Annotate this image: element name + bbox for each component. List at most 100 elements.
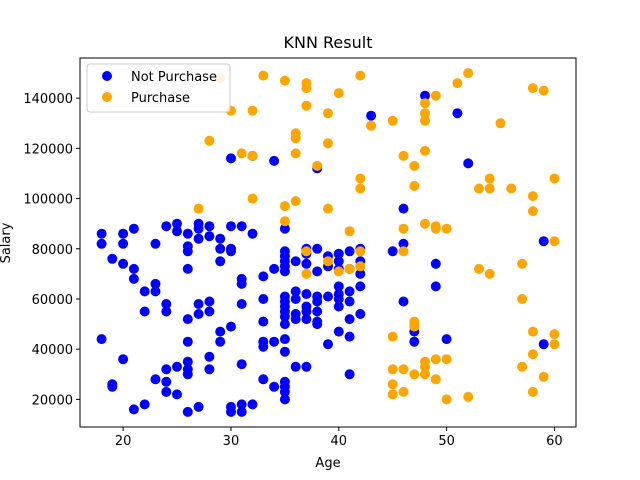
y-tick-label-20000: 20000 [32,393,73,408]
point-not-purchase-27 [172,218,182,229]
point-purchase-70 [463,391,474,402]
x-axis-label: Age [315,456,340,471]
point-not-purchase-63 [226,406,236,417]
point-purchase-79 [517,294,528,304]
point-purchase-76 [495,118,506,129]
point-not-purchase-98 [279,346,290,357]
point-not-purchase-90 [279,266,290,277]
point-purchase-33 [355,246,366,257]
point-purchase-58 [420,361,430,372]
legend: Not Purchase Purchase [86,63,231,113]
point-not-purchase-13 [128,404,139,415]
point-not-purchase-37 [182,356,193,367]
point-not-purchase-132 [333,281,344,292]
point-purchase-88 [538,371,549,382]
plot-area-frame [79,57,577,428]
point-not-purchase-105 [290,294,301,304]
point-not-purchase-96 [279,319,290,330]
point-purchase-67 [441,394,452,405]
point-not-purchase-143 [344,369,355,380]
point-not-purchase-39 [182,369,193,380]
point-not-purchase-1 [96,238,107,249]
point-not-purchase-21 [161,221,172,232]
point-not-purchase-68 [236,299,247,309]
point-purchase-72 [474,263,484,274]
point-not-purchase-129 [333,248,344,259]
point-not-purchase-11 [128,263,139,274]
point-not-purchase-20 [150,374,161,385]
point-not-purchase-122 [312,306,323,317]
point-not-purchase-57 [215,336,226,347]
point-not-purchase-163 [538,339,549,350]
point-not-purchase-142 [344,331,355,342]
point-not-purchase-155 [409,336,420,347]
point-not-purchase-16 [139,399,150,410]
point-not-purchase-29 [172,361,182,372]
point-not-purchase-9 [118,354,129,365]
point-purchase-4 [236,148,247,159]
point-purchase-1 [204,135,215,146]
point-not-purchase-134 [333,294,344,304]
point-not-purchase-153 [398,296,409,307]
x-tick-label-20: 20 [115,434,132,449]
point-not-purchase-49 [204,296,215,307]
y-tick-label-120000: 120000 [23,142,73,157]
point-purchase-27 [333,266,344,277]
point-purchase-14 [290,148,301,159]
point-purchase-21 [312,160,323,171]
point-purchase-46 [409,160,420,171]
point-not-purchase-118 [312,243,323,254]
point-purchase-69 [463,68,474,79]
point-purchase-81 [527,83,538,94]
point-purchase-77 [506,183,517,194]
point-purchase-85 [527,349,538,360]
point-purchase-37 [387,331,398,342]
point-purchase-13 [290,133,301,144]
point-not-purchase-43 [193,233,204,244]
point-purchase-26 [333,88,344,99]
point-not-purchase-119 [312,266,323,277]
point-not-purchase-84 [269,381,280,392]
point-not-purchase-130 [333,256,344,267]
point-purchase-40 [387,389,398,400]
point-not-purchase-156 [420,90,430,101]
point-purchase-25 [323,256,333,267]
point-purchase-53 [420,108,430,119]
point-not-purchase-48 [204,231,215,242]
point-purchase-86 [527,386,538,397]
point-not-purchase-77 [258,316,269,327]
point-not-purchase-64 [226,153,236,164]
point-purchase-90 [549,236,560,247]
y-tick-label-140000: 140000 [23,92,73,107]
point-purchase-68 [452,78,463,89]
point-purchase-64 [430,374,441,385]
point-not-purchase-128 [323,339,333,350]
point-not-purchase-7 [118,238,129,249]
point-not-purchase-5 [107,381,118,392]
point-not-purchase-79 [258,341,269,352]
x-tick-label-60: 60 [546,434,563,449]
point-not-purchase-127 [323,291,333,302]
point-not-purchase-46 [193,401,204,412]
point-purchase-84 [527,326,538,337]
point-not-purchase-56 [215,326,226,337]
point-purchase-65 [441,223,452,234]
point-not-purchase-160 [452,108,463,119]
point-not-purchase-51 [204,351,215,362]
point-purchase-8 [258,70,269,81]
point-not-purchase-14 [139,286,150,297]
point-purchase-71 [474,183,484,194]
point-not-purchase-31 [182,228,193,239]
point-purchase-59 [420,369,430,380]
point-purchase-5 [247,105,258,116]
point-purchase-80 [517,361,528,372]
point-not-purchase-147 [355,281,366,292]
point-not-purchase-124 [312,319,323,330]
point-purchase-15 [290,196,301,207]
legend-marker-not-purchase [102,71,112,81]
point-not-purchase-146 [355,268,366,279]
point-purchase-74 [484,183,495,194]
point-not-purchase-71 [236,406,247,417]
y-axis-label: Salary [0,222,14,263]
